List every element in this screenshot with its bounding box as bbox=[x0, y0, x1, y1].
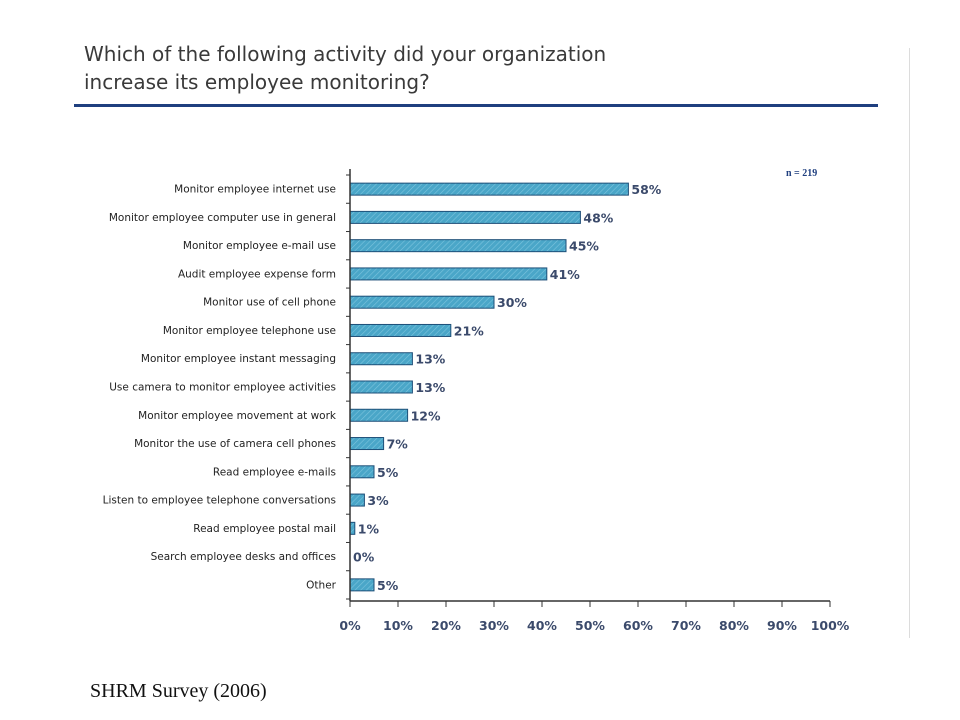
bar bbox=[349, 352, 413, 366]
right-divider bbox=[909, 48, 910, 638]
bar bbox=[349, 493, 365, 507]
bar bbox=[349, 239, 567, 253]
axes-group: 0% 10% 20% 30% 40% 50% 60% 70% 80% 90% 100% bbox=[339, 169, 850, 633]
bar bbox=[349, 380, 413, 394]
category-label: Audit employee expense form bbox=[178, 268, 336, 280]
category-label: Monitor use of cell phone bbox=[203, 297, 336, 309]
chart-title-line2: increase its employee monitoring? bbox=[84, 70, 430, 94]
bar bbox=[349, 437, 385, 451]
value-label: 7% bbox=[387, 437, 409, 452]
bar bbox=[349, 578, 375, 592]
x-tick-label: 70% bbox=[671, 618, 701, 633]
bar bbox=[349, 210, 581, 224]
category-label: Monitor employee internet use bbox=[174, 184, 336, 196]
category-label: Monitor the use of camera cell phones bbox=[134, 438, 336, 450]
x-tick-label: 60% bbox=[623, 618, 653, 633]
sample-size-note: n = 219 bbox=[786, 168, 817, 179]
chart-title-line1: Which of the following activity did your… bbox=[84, 42, 607, 66]
value-label: 1% bbox=[358, 521, 380, 536]
chart-title: Which of the following activity did your… bbox=[84, 40, 884, 96]
value-label: 5% bbox=[377, 465, 399, 480]
value-label: 45% bbox=[569, 239, 599, 254]
value-label: 13% bbox=[415, 352, 445, 367]
bar bbox=[349, 465, 375, 479]
x-tick-label: 80% bbox=[719, 618, 749, 633]
bar bbox=[349, 408, 409, 422]
category-label: Monitor employee e-mail use bbox=[183, 240, 336, 252]
category-label: Monitor employee computer use in general bbox=[109, 212, 336, 224]
x-tick-label: 0% bbox=[339, 618, 361, 633]
x-tick-label: 100% bbox=[811, 618, 850, 633]
category-label: Other bbox=[306, 579, 336, 591]
value-label: 48% bbox=[583, 210, 613, 225]
category-label: Listen to employee telephone conversatio… bbox=[103, 495, 336, 507]
x-tick-label: 20% bbox=[431, 618, 461, 633]
value-label: 58% bbox=[631, 182, 661, 197]
x-tick-label: 10% bbox=[383, 618, 413, 633]
x-tick-label: 30% bbox=[479, 618, 509, 633]
value-label: 0% bbox=[353, 550, 375, 565]
category-label: Monitor employee instant messaging bbox=[141, 353, 336, 365]
title-rule bbox=[74, 104, 878, 107]
bar bbox=[349, 182, 629, 196]
value-label: 3% bbox=[367, 493, 389, 508]
bar bbox=[349, 323, 452, 337]
value-label: 13% bbox=[415, 380, 445, 395]
value-label: 5% bbox=[377, 578, 399, 593]
category-label: Use camera to monitor employee activitie… bbox=[109, 382, 336, 394]
category-label: Monitor employee telephone use bbox=[163, 325, 336, 337]
value-label: 30% bbox=[497, 295, 527, 310]
value-label: 41% bbox=[550, 267, 580, 282]
value-label: 12% bbox=[411, 408, 441, 423]
category-label: Monitor employee movement at work bbox=[138, 410, 337, 422]
bar bbox=[349, 295, 495, 309]
bar bbox=[349, 267, 548, 281]
x-tick-label: 40% bbox=[527, 618, 557, 633]
bars-group: Monitor employee internet use 58% Monitor … bbox=[103, 182, 662, 593]
category-label: Search employee desks and offices bbox=[151, 551, 336, 563]
source-caption: SHRM Survey (2006) bbox=[90, 680, 267, 702]
x-tick-label: 90% bbox=[767, 618, 797, 633]
category-label: Read employee postal mail bbox=[193, 523, 336, 535]
category-label: Read employee e-mails bbox=[213, 466, 336, 478]
x-tick-label: 50% bbox=[575, 618, 605, 633]
value-label: 21% bbox=[454, 323, 484, 338]
